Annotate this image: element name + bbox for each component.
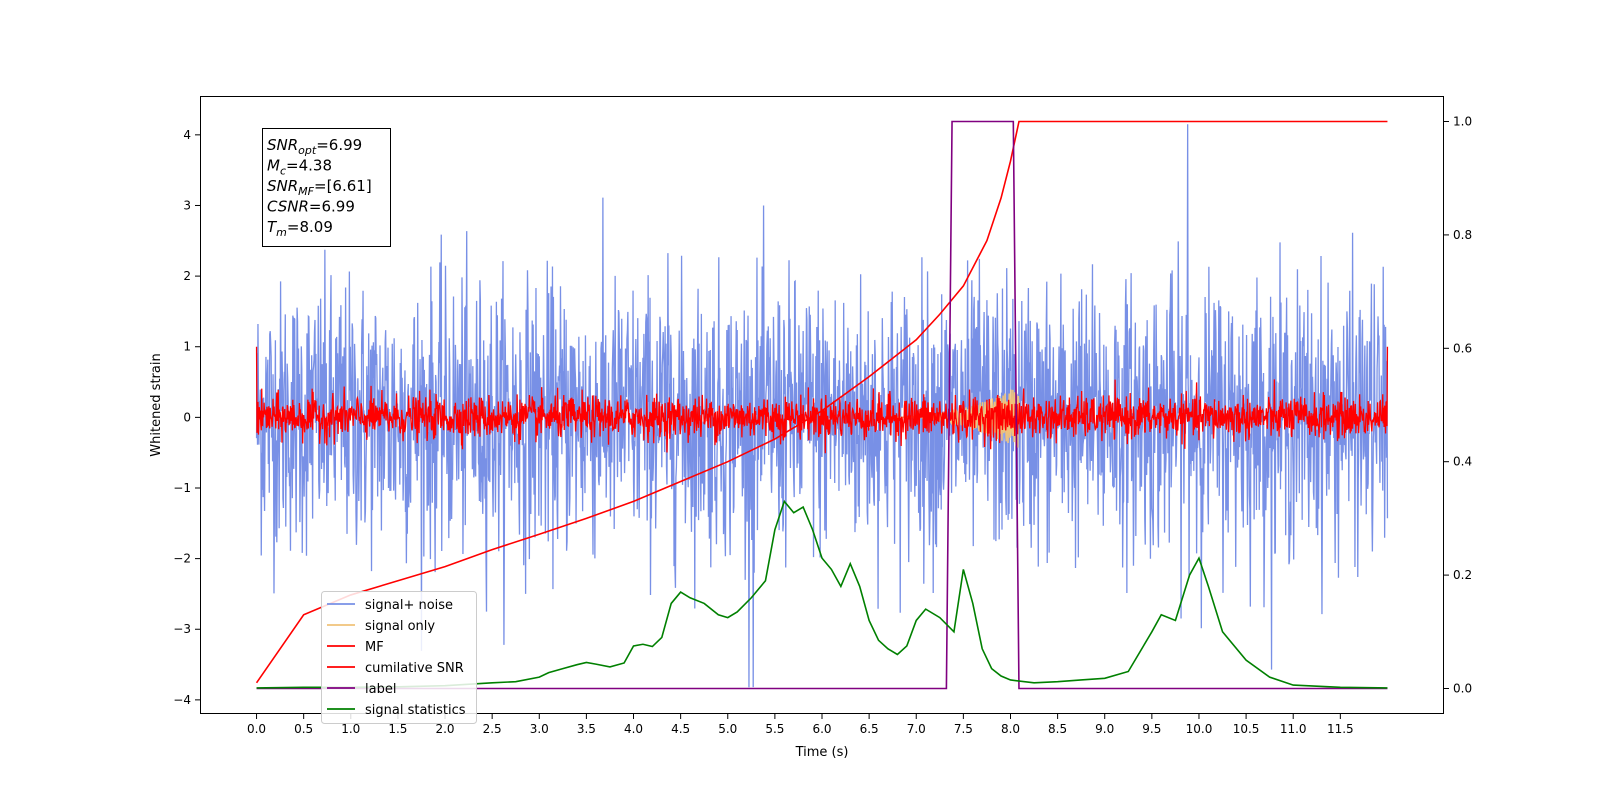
y-tick-label: −2 bbox=[173, 552, 191, 566]
x-tick-label: 11.5 bbox=[1327, 722, 1354, 736]
series-2-line bbox=[255, 346, 1389, 454]
y-tick-label: 0 bbox=[183, 410, 191, 424]
y-tick-label: 1 bbox=[183, 340, 191, 354]
annotation-line: SNRopt=6.99 bbox=[267, 136, 362, 157]
x-tick-label: 8.0 bbox=[1001, 722, 1020, 736]
axes-layer: 0.0 0.5 1.0 1.5 2.0 2.5 3.0 3.5 4.0 4.5 5.0 5.5 6.0 6… bbox=[173, 115, 1472, 736]
y-tick-label: −3 bbox=[173, 622, 191, 636]
legend-entry-label: label bbox=[365, 682, 396, 697]
y-tick-label: −4 bbox=[173, 693, 191, 707]
x-tick-label: 6.0 bbox=[812, 722, 831, 736]
plot-area bbox=[255, 120, 1389, 690]
y2-tick-label: 0.2 bbox=[1453, 568, 1472, 582]
x-tick-label: 3.5 bbox=[577, 722, 596, 736]
x-tick-label: 10.5 bbox=[1233, 722, 1260, 736]
y-tick-label: 2 bbox=[183, 269, 191, 283]
x-axis-label: Time (s) bbox=[795, 745, 849, 760]
x-tick-label: 2.5 bbox=[483, 722, 502, 736]
y-tick-label: −1 bbox=[173, 481, 191, 495]
annotation-line: CSNR=6.99 bbox=[267, 198, 355, 216]
y2-tick-label: 0.8 bbox=[1453, 228, 1472, 242]
legend-entry-label: signal statistics bbox=[365, 703, 466, 718]
y-axis-label: Whitened strain bbox=[149, 353, 164, 456]
y2-tick-label: 1.0 bbox=[1453, 115, 1472, 129]
x-tick-label: 3.0 bbox=[530, 722, 549, 736]
x-tick-label: 7.5 bbox=[954, 722, 973, 736]
x-tick-label: 4.5 bbox=[671, 722, 690, 736]
legend-entry-label: signal+ noise bbox=[365, 598, 453, 613]
y2-tick-label: 0.0 bbox=[1453, 681, 1472, 695]
y-tick-label: 4 bbox=[183, 128, 191, 142]
x-tick-label: 11.0 bbox=[1280, 722, 1307, 736]
legend-entry-label: MF bbox=[365, 640, 384, 655]
legend-frame bbox=[321, 591, 477, 724]
y2-tick-label: 0.6 bbox=[1453, 341, 1472, 355]
annotation-frame bbox=[262, 128, 391, 247]
annotation-line: Mc=4.38 bbox=[267, 157, 332, 178]
x-tick-label: 8.5 bbox=[1048, 722, 1067, 736]
legend: signal+ noise signal only MF cumilative SNR… bbox=[321, 591, 477, 724]
x-tick-label: 0.5 bbox=[294, 722, 313, 736]
x-tick-label: 9.0 bbox=[1095, 722, 1114, 736]
legend-entry-label: signal only bbox=[365, 619, 435, 634]
x-tick-label: 0.0 bbox=[247, 722, 266, 736]
axes-frame bbox=[200, 96, 1444, 714]
series-3-line bbox=[255, 120, 1388, 684]
x-tick-label: 5.5 bbox=[765, 722, 784, 736]
x-tick-label: 1.5 bbox=[388, 722, 407, 736]
series-5-line bbox=[256, 499, 1388, 689]
x-tick-label: 10.0 bbox=[1186, 722, 1213, 736]
x-tick-label: 1.0 bbox=[341, 722, 360, 736]
annotation-line: SNRMF=[6.61] bbox=[267, 177, 372, 198]
annotation-line: Tm=8.09 bbox=[267, 218, 333, 239]
x-tick-label: 5.0 bbox=[718, 722, 737, 736]
legend-entry-label: cumilative SNR bbox=[365, 661, 464, 676]
x-tick-label: 2.0 bbox=[435, 722, 454, 736]
series-0-line bbox=[255, 124, 1389, 688]
series-4-line bbox=[256, 120, 1388, 690]
x-tick-label: 6.5 bbox=[860, 722, 879, 736]
x-tick-label: 9.5 bbox=[1142, 722, 1161, 736]
y-tick-label: 3 bbox=[183, 198, 191, 212]
y2-tick-label: 0.4 bbox=[1453, 455, 1472, 469]
x-tick-label: 4.0 bbox=[624, 722, 643, 736]
x-tick-label: 7.0 bbox=[907, 722, 926, 736]
